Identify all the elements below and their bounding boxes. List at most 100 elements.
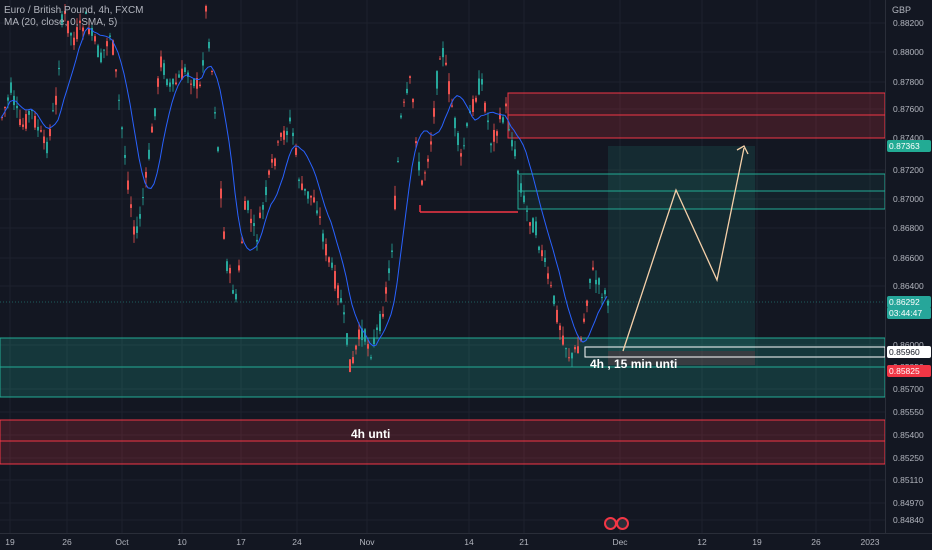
candle-body xyxy=(589,278,591,283)
supply-zone-lower[interactable] xyxy=(0,419,885,465)
candle-body xyxy=(433,108,435,117)
candle-body xyxy=(208,41,210,49)
candle-body xyxy=(463,145,465,147)
candle-body xyxy=(148,149,150,159)
candle-body xyxy=(115,69,117,72)
time-tick: Nov xyxy=(359,537,375,547)
candle-body xyxy=(319,216,321,218)
candle-body xyxy=(247,200,249,211)
candle-body xyxy=(58,67,60,70)
candle-body xyxy=(268,170,270,175)
candle-body xyxy=(538,246,540,251)
indicator-label[interactable]: MA (20, close, 0, SMA, 5) xyxy=(4,17,118,28)
candle-body xyxy=(112,40,114,55)
time-tick: 17 xyxy=(236,537,246,547)
candle-body xyxy=(496,131,498,136)
candle-body xyxy=(514,149,516,157)
candle-body xyxy=(349,359,351,372)
price-tick: 0.85550 xyxy=(893,407,924,417)
price-tick: 0.86800 xyxy=(893,223,924,233)
time-tick: 19 xyxy=(752,537,762,547)
time-tick: 24 xyxy=(292,537,302,547)
candle-body xyxy=(265,186,267,196)
candle-body xyxy=(277,141,279,143)
candle-body xyxy=(37,126,39,131)
candle-body xyxy=(337,285,339,299)
candle-body xyxy=(424,172,426,174)
zone-label-small: 4h , 15 min unti xyxy=(590,357,678,371)
candle-body xyxy=(430,141,432,145)
candle-body xyxy=(502,117,504,123)
target-price-label: 0.87363 xyxy=(887,140,931,152)
candle-body xyxy=(142,196,144,199)
countdown-label: 03:44:47 xyxy=(887,307,931,319)
candle-body xyxy=(436,71,438,89)
price-chart[interactable] xyxy=(0,0,885,533)
time-axis[interactable] xyxy=(0,533,932,550)
candle-body xyxy=(403,101,405,103)
time-tick: Oct xyxy=(115,537,129,547)
price-tick: 0.85700 xyxy=(893,384,924,394)
long-position-stop-area[interactable] xyxy=(608,351,755,365)
candle-body xyxy=(133,226,135,235)
candle-body xyxy=(205,5,207,12)
candle-body xyxy=(139,214,141,219)
entry-zone[interactable] xyxy=(584,346,885,358)
candle-body xyxy=(55,95,57,105)
candle-body xyxy=(304,188,306,191)
candle-body xyxy=(364,329,366,342)
candle-body xyxy=(226,261,228,271)
time-tick: 2023 xyxy=(860,537,880,547)
flag-icon-second[interactable] xyxy=(616,517,629,530)
candle-body xyxy=(124,154,126,158)
candle-body xyxy=(577,346,579,354)
candle-body xyxy=(229,267,231,274)
price-tick: 0.87400 xyxy=(893,133,924,143)
price-tick: 0.86400 xyxy=(893,281,924,291)
candle-body xyxy=(415,141,417,144)
candle-body xyxy=(121,127,123,130)
price-tick: 0.87600 xyxy=(893,104,924,114)
candle-body xyxy=(517,170,519,174)
moving-average-line xyxy=(0,27,608,347)
candle-body xyxy=(235,293,237,300)
candle-body xyxy=(10,82,12,93)
candle-body xyxy=(523,195,525,203)
price-axis[interactable] xyxy=(885,0,932,533)
candle-body xyxy=(253,223,255,227)
candle-body xyxy=(49,128,51,137)
stop-price-label: 0.85825 xyxy=(887,365,931,377)
candle-body xyxy=(472,99,474,113)
candle-body xyxy=(127,180,129,190)
candle-body xyxy=(355,345,357,350)
projection-path[interactable] xyxy=(622,147,745,352)
candle-body xyxy=(508,129,510,131)
candle-body xyxy=(166,79,168,86)
candle-body xyxy=(367,344,369,349)
candle-body xyxy=(568,357,570,359)
price-tick: 0.86600 xyxy=(893,253,924,263)
candle-body xyxy=(97,45,99,58)
candle-body xyxy=(547,273,549,279)
candle-body xyxy=(217,147,219,152)
candle-body xyxy=(157,78,159,87)
long-position-target-area[interactable] xyxy=(608,146,755,351)
candle-body xyxy=(202,60,204,66)
symbol-title[interactable]: Euro / British Pound, 4h, FXCM xyxy=(4,5,144,16)
candle-body xyxy=(460,153,462,157)
candle-body xyxy=(85,11,87,15)
candle-body xyxy=(118,99,120,101)
candle-body xyxy=(91,27,93,36)
current-price-label: 0.86292 xyxy=(887,296,931,308)
time-tick: 26 xyxy=(62,537,72,547)
candle-body xyxy=(475,97,477,102)
candle-body xyxy=(580,338,582,341)
candle-body xyxy=(292,132,294,137)
time-tick: Dec xyxy=(612,537,628,547)
candle-body xyxy=(397,160,399,162)
zone-label-large: 4h unti xyxy=(351,427,391,441)
candle-body xyxy=(199,84,201,87)
time-tick: 26 xyxy=(811,537,821,547)
candle-body xyxy=(295,147,297,155)
candle-body xyxy=(535,221,537,236)
